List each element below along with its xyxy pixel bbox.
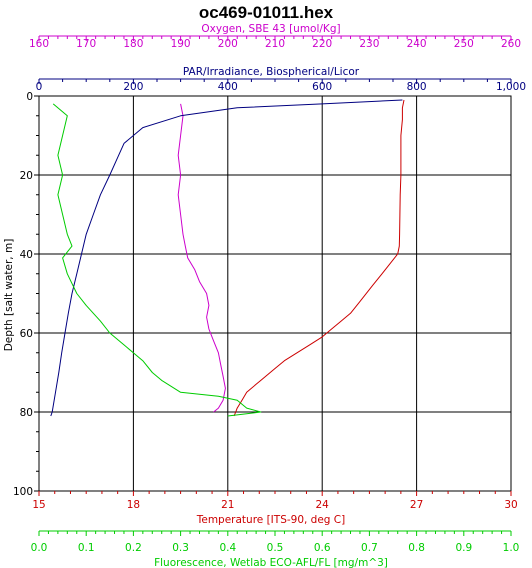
oxygen-tick-label: 160 xyxy=(29,38,49,50)
fluorescence-tick-label: 0.5 xyxy=(267,542,284,554)
temperature-tick-label: 21 xyxy=(221,499,234,511)
depth-tick-label: 60 xyxy=(20,328,33,340)
par-axis-label: PAR/Irradiance, Biospherical/Licor xyxy=(183,66,360,78)
par-tick-label: 600 xyxy=(312,81,332,93)
fluorescence-axis-label: Fluorescence, Wetlab ECO-AFL/FL [mg/m^3] xyxy=(154,557,388,568)
oxygen-tick-label: 250 xyxy=(454,38,474,50)
fluorescence-tick-label: 0.9 xyxy=(455,542,472,554)
depth-tick-label: 100 xyxy=(13,486,33,498)
depth-tick-label: 0 xyxy=(26,91,33,103)
par-tick-label: 800 xyxy=(407,81,427,93)
temperature-tick-label: 24 xyxy=(316,499,330,511)
par-profile-line xyxy=(50,99,403,417)
fluorescence-tick-label: 0.7 xyxy=(361,542,378,554)
fluorescence-profile-line xyxy=(52,103,262,417)
fluorescence-tick-label: 0.6 xyxy=(314,542,331,554)
grid-lines xyxy=(38,95,512,492)
data-series xyxy=(50,99,405,417)
chart-title: oc469-01011.hex xyxy=(199,3,334,22)
fluorescence-tick-label: 0.1 xyxy=(78,542,95,554)
fluorescence-tick-label: 0.3 xyxy=(172,542,189,554)
fluorescence-tick-label: 0.4 xyxy=(219,542,236,554)
fluorescence-tick-label: 0.0 xyxy=(31,542,48,554)
temperature-tick-label: 30 xyxy=(504,499,517,511)
temperature-profile-line xyxy=(233,99,405,417)
par-tick-label: 200 xyxy=(123,81,143,93)
depth-tick-label: 40 xyxy=(20,249,33,261)
oxygen-axis-label: Oxygen, SBE 43 [umol/Kg] xyxy=(201,23,340,35)
par-tick-label: 1,000 xyxy=(496,81,526,93)
oxygen-tick-label: 260 xyxy=(501,38,521,50)
temperature-axis-label: Temperature [ITS-90, deg C] xyxy=(196,514,346,526)
depth-tick-label: 20 xyxy=(20,170,33,182)
temperature-tick-label: 15 xyxy=(32,499,45,511)
fluorescence-tick-label: 0.2 xyxy=(125,542,142,554)
oxygen-tick-label: 170 xyxy=(76,38,96,50)
oxygen-tick-label: 240 xyxy=(407,38,427,50)
oxygen-tick-label: 210 xyxy=(265,38,285,50)
par-tick-label: 0 xyxy=(36,81,43,93)
oxygen-tick-label: 230 xyxy=(359,38,379,50)
temperature-tick-label: 18 xyxy=(127,499,140,511)
oxygen-tick-label: 220 xyxy=(312,38,332,50)
depth-axis-label: Depth [salt water, m] xyxy=(3,239,15,352)
fluorescence-tick-label: 0.8 xyxy=(408,542,425,554)
oxygen-tick-label: 190 xyxy=(171,38,191,50)
oxygen-tick-label: 200 xyxy=(218,38,238,50)
oxygen-profile-line xyxy=(177,103,226,413)
par-tick-label: 400 xyxy=(218,81,238,93)
plot-frame xyxy=(38,95,512,492)
temperature-tick-label: 27 xyxy=(410,499,423,511)
fluorescence-tick-label: 1.0 xyxy=(503,542,520,554)
plot-border xyxy=(38,95,512,492)
depth-tick-label: 80 xyxy=(20,407,33,419)
oxygen-tick-label: 180 xyxy=(123,38,143,50)
